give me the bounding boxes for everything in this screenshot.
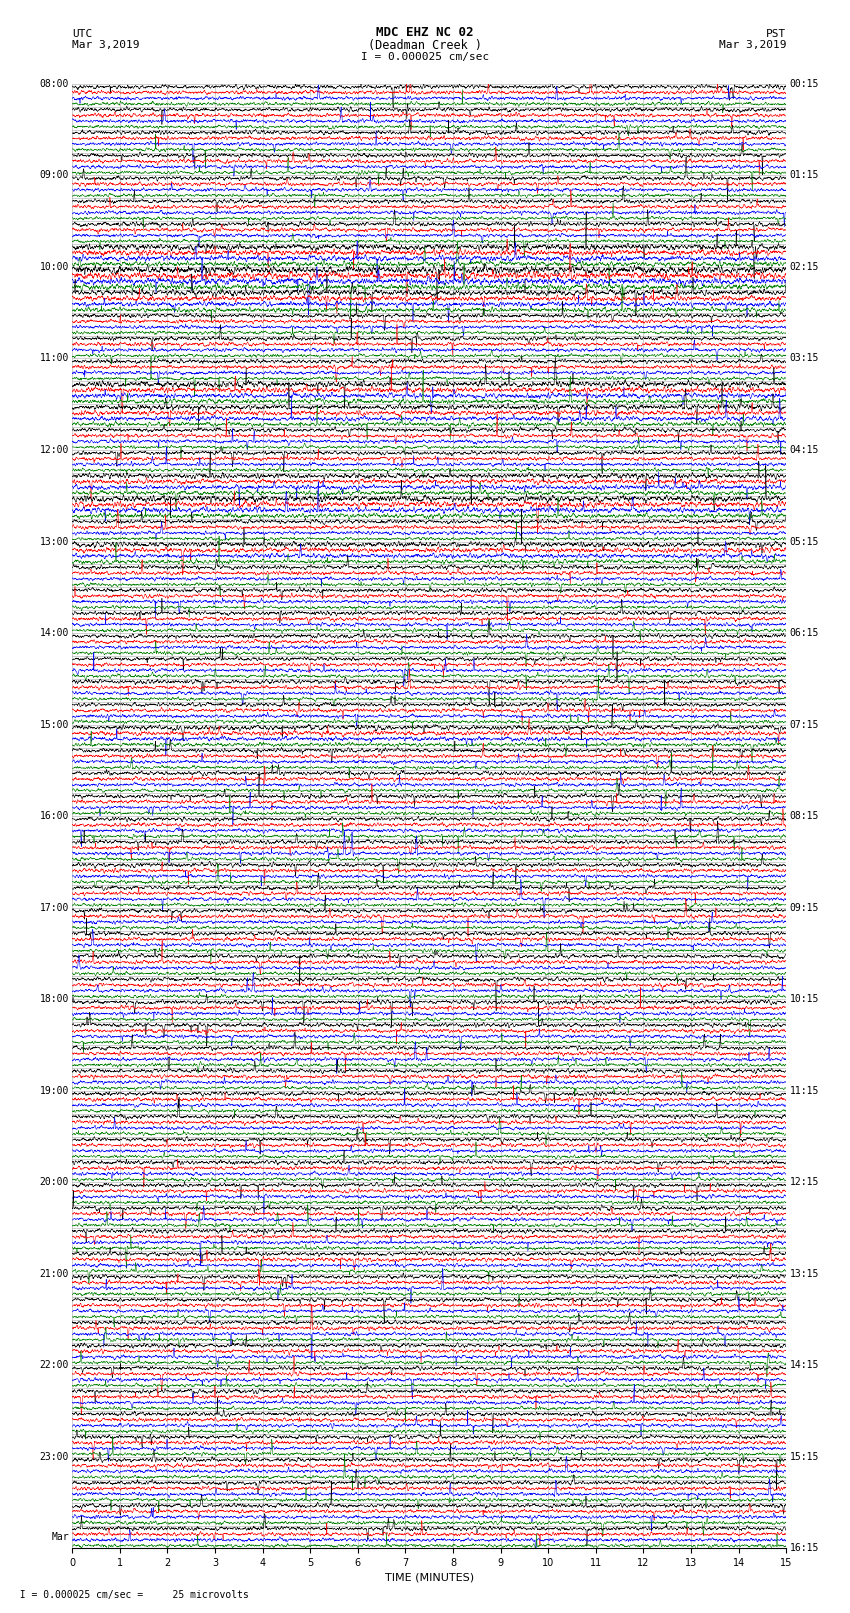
Text: 21:00: 21:00	[39, 1269, 69, 1279]
Text: 10:00: 10:00	[39, 261, 69, 273]
Text: 12:15: 12:15	[790, 1177, 819, 1187]
Text: 10:15: 10:15	[790, 994, 819, 1005]
Text: MDC EHZ NC 02: MDC EHZ NC 02	[377, 26, 473, 39]
Text: 12:00: 12:00	[39, 445, 69, 455]
Text: 22:00: 22:00	[39, 1360, 69, 1371]
Text: 16:15: 16:15	[790, 1544, 819, 1553]
Text: Mar: Mar	[51, 1532, 69, 1542]
Text: 13:15: 13:15	[790, 1269, 819, 1279]
Text: 11:00: 11:00	[39, 353, 69, 363]
Text: 14:15: 14:15	[790, 1360, 819, 1371]
Text: 06:15: 06:15	[790, 627, 819, 639]
Text: 09:00: 09:00	[39, 171, 69, 181]
Text: 17:00: 17:00	[39, 903, 69, 913]
Text: 01:15: 01:15	[790, 171, 819, 181]
Text: 15:15: 15:15	[790, 1452, 819, 1461]
Text: I = 0.000025 cm/sec: I = 0.000025 cm/sec	[361, 52, 489, 61]
Text: 09:15: 09:15	[790, 903, 819, 913]
Text: 07:15: 07:15	[790, 719, 819, 729]
Text: 14:00: 14:00	[39, 627, 69, 639]
Text: 15:00: 15:00	[39, 719, 69, 729]
Text: 03:15: 03:15	[790, 353, 819, 363]
X-axis label: TIME (MINUTES): TIME (MINUTES)	[385, 1573, 473, 1582]
Text: 05:15: 05:15	[790, 537, 819, 547]
Text: 18:00: 18:00	[39, 994, 69, 1005]
Text: 19:00: 19:00	[39, 1086, 69, 1095]
Text: Mar 3,2019: Mar 3,2019	[72, 40, 139, 50]
Text: (Deadman Creek ): (Deadman Creek )	[368, 39, 482, 52]
Text: 11:15: 11:15	[790, 1086, 819, 1095]
Text: 23:00: 23:00	[39, 1452, 69, 1461]
Text: 08:15: 08:15	[790, 811, 819, 821]
Text: Mar 3,2019: Mar 3,2019	[719, 40, 786, 50]
Text: 13:00: 13:00	[39, 537, 69, 547]
Text: 16:00: 16:00	[39, 811, 69, 821]
Text: 00:15: 00:15	[790, 79, 819, 89]
Text: 20:00: 20:00	[39, 1177, 69, 1187]
Text: 02:15: 02:15	[790, 261, 819, 273]
Text: PST: PST	[766, 29, 786, 39]
Text: 04:15: 04:15	[790, 445, 819, 455]
Text: 08:00: 08:00	[39, 79, 69, 89]
Text: UTC: UTC	[72, 29, 93, 39]
Text: I = 0.000025 cm/sec =     25 microvolts: I = 0.000025 cm/sec = 25 microvolts	[8, 1590, 249, 1600]
